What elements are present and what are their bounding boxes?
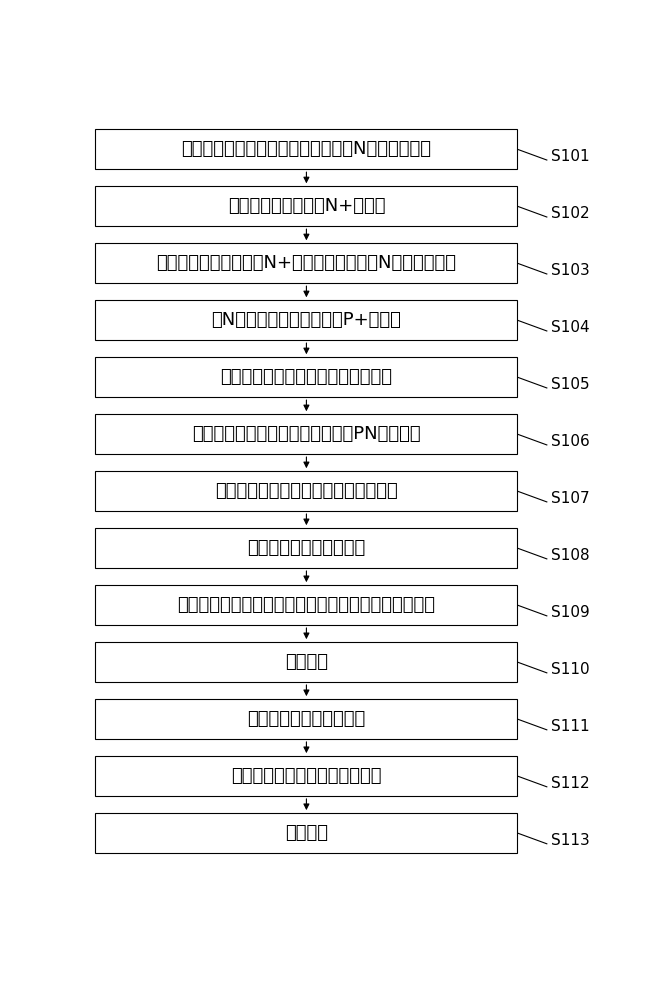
Bar [95, 471, 518, 511]
Bar [95, 357, 518, 397]
Bar [95, 243, 518, 283]
Bar [95, 756, 518, 796]
Bar [95, 186, 518, 226]
Text: 管帽封焊: 管帽封焊 [285, 824, 328, 842]
Text: 对掺杂后的硅片，再进行重金属掺杂: 对掺杂后的硅片，再进行重金属掺杂 [220, 368, 393, 386]
Text: S106: S106 [552, 434, 590, 449]
Text: 在半导体衬底上掺杂N+型杂质: 在半导体衬底上掺杂N+型杂质 [228, 197, 385, 215]
Bar [95, 129, 518, 169]
Bar [95, 699, 518, 739]
Bar [95, 813, 518, 853]
Text: 在钝化槽中填充玻璃粉，完成玻璃钝化: 在钝化槽中填充玻璃粉，完成玻璃钝化 [215, 482, 398, 500]
Text: S104: S104 [552, 320, 590, 335]
Text: 去除半导体衬底一面的N+型杂质层，暴露出N型半导体材料: 去除半导体衬底一面的N+型杂质层，暴露出N型半导体材料 [156, 254, 456, 272]
Text: S113: S113 [552, 833, 590, 848]
Text: S111: S111 [552, 719, 590, 734]
Text: 进行第二次掩膜光刻，刻蚀掉玻璃钝化槽上的金属化层: 进行第二次掩膜光刻，刻蚀掉玻璃钝化槽上的金属化层 [177, 596, 436, 614]
Text: 提供半导体衬底，所述半导体衬底为N型半导体材料: 提供半导体衬底，所述半导体衬底为N型半导体材料 [181, 140, 432, 158]
Text: 在N型半导体材料上再掺杂P+型杂质: 在N型半导体材料上再掺杂P+型杂质 [211, 311, 402, 329]
Text: S109: S109 [552, 605, 590, 620]
Text: S105: S105 [552, 377, 590, 392]
Bar [95, 300, 518, 340]
Text: S103: S103 [552, 263, 590, 278]
Text: S112: S112 [552, 776, 590, 791]
Text: S108: S108 [552, 548, 590, 563]
Text: 制作硅片两面的金属化层: 制作硅片两面的金属化层 [247, 539, 366, 557]
Text: S107: S107 [552, 491, 590, 506]
Text: S102: S102 [552, 206, 590, 221]
Bar [95, 528, 518, 568]
Text: 芯片、引线组件与管座冶金键合: 芯片、引线组件与管座冶金键合 [231, 767, 381, 785]
Text: S101: S101 [552, 149, 590, 164]
Bar [95, 414, 518, 454]
Text: 芯片与引线组件冶金键合: 芯片与引线组件冶金键合 [247, 710, 366, 728]
Text: S110: S110 [552, 662, 590, 677]
Text: 管芯分割: 管芯分割 [285, 653, 328, 671]
Bar [95, 642, 518, 682]
Bar [95, 585, 518, 625]
Text: 进行第一次掩膜光刻，刻蚀暴露出PN结钝化槽: 进行第一次掩膜光刻，刻蚀暴露出PN结钝化槽 [192, 425, 421, 443]
